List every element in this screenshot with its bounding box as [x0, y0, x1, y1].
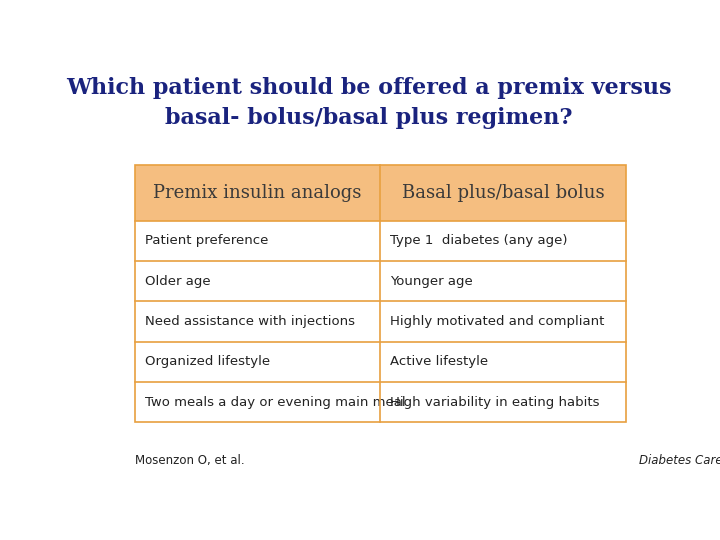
FancyBboxPatch shape	[135, 165, 626, 221]
FancyBboxPatch shape	[135, 382, 626, 422]
Text: Organized lifestyle: Organized lifestyle	[145, 355, 270, 368]
Text: Highly motivated and compliant: Highly motivated and compliant	[390, 315, 605, 328]
Text: Which patient should be offered a premix versus
basal- bolus/basal plus regimen?: Which patient should be offered a premix…	[66, 77, 672, 129]
Text: Mosenzon O, et al.: Mosenzon O, et al.	[135, 454, 248, 467]
FancyBboxPatch shape	[135, 221, 626, 261]
FancyBboxPatch shape	[135, 261, 626, 301]
Text: Older age: Older age	[145, 275, 210, 288]
Text: Need assistance with injections: Need assistance with injections	[145, 315, 355, 328]
Text: Patient preference: Patient preference	[145, 234, 268, 247]
Text: Two meals a day or evening main meal: Two meals a day or evening main meal	[145, 396, 405, 409]
Text: Active lifestyle: Active lifestyle	[390, 355, 488, 368]
Text: Younger age: Younger age	[390, 275, 473, 288]
FancyBboxPatch shape	[135, 342, 626, 382]
Text: Diabetes Care: Diabetes Care	[639, 454, 720, 467]
Text: High variability in eating habits: High variability in eating habits	[390, 396, 600, 409]
Text: Type 1  diabetes (any age): Type 1 diabetes (any age)	[390, 234, 567, 247]
FancyBboxPatch shape	[135, 301, 626, 342]
Text: Premix insulin analogs: Premix insulin analogs	[153, 184, 361, 201]
Text: Basal plus/basal bolus: Basal plus/basal bolus	[402, 184, 604, 201]
